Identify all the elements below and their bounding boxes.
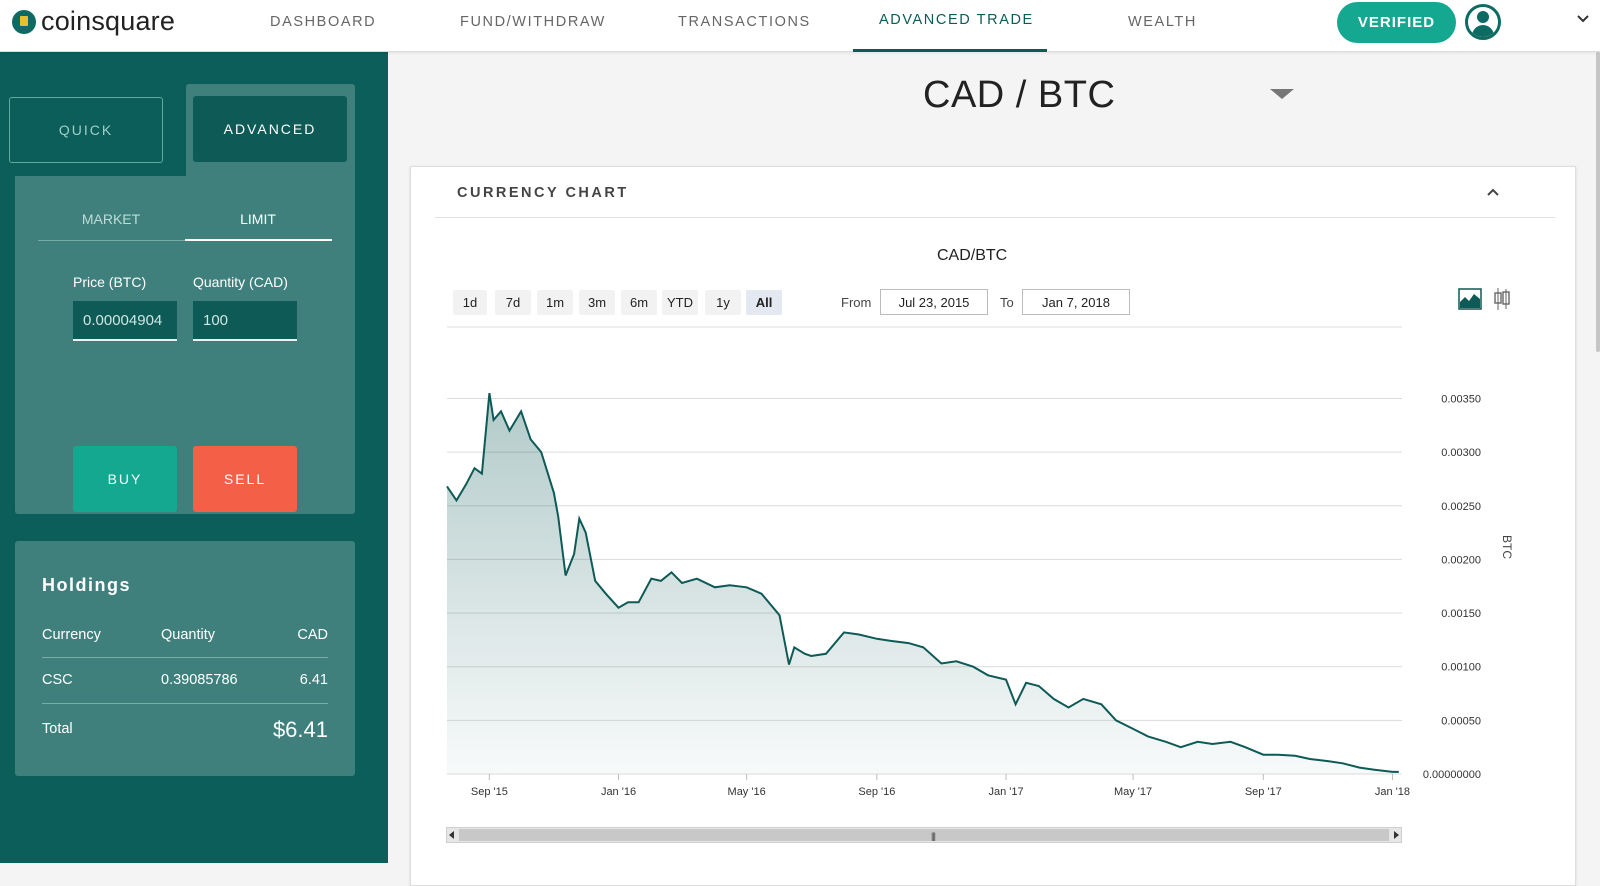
area-chart-icon[interactable] [1458,287,1482,311]
chevron-up-icon[interactable] [1485,184,1501,200]
y-axis-label: BTC [1500,535,1514,559]
holdings-row-quantity: 0.39085786 [161,672,238,688]
price-area-chart: 0.00000000 0.00050 0.00100 0.00150 0.00200 0.… [446,326,1514,798]
page-scrollbar[interactable] [1596,52,1600,352]
x-tick-label: Sep '15 [471,786,508,798]
currency-pair-title[interactable]: CAD / BTC [923,74,1116,116]
holdings-title: Holdings [42,575,131,595]
verified-button[interactable]: VERIFIED [1337,2,1456,43]
x-tick-label: Jan '18 [1375,786,1410,798]
order-form: MARKET LIMIT Price (BTC) Quantity (CAD) … [15,176,355,514]
nav-link-dashboard[interactable]: DASHBOARD [270,14,377,30]
nav-link-transactions[interactable]: TRANSACTIONS [678,14,811,30]
y-tick-label: 0.00300 [1441,447,1481,459]
card-divider [435,217,1555,218]
trade-sidebar: QUICK ADVANCED MARKET LIMIT Price (BTC) … [0,52,388,863]
pair-dropdown-icon[interactable] [1270,89,1294,99]
holdings-divider [42,703,328,704]
scrollbar-thumb[interactable]: ||| [459,829,1389,841]
y-tick-label: 0.00100 [1441,662,1481,674]
holdings-header-currency: Currency [42,627,101,643]
main-content: CAD / BTC CURRENCY CHART CAD/BTC 1d 7d 1… [388,52,1600,886]
buy-button[interactable]: BUY [73,446,177,512]
quantity-input[interactable]: 100 [193,301,297,341]
chart-title: CAD/BTC [937,247,1008,264]
price-label: Price (BTC) [73,274,147,290]
sell-button[interactable]: SELL [193,446,297,512]
holdings-row-cad: 6.41 [299,672,328,688]
top-navigation: coinsquare DASHBOARD FUND/WITHDRAW TRANS… [0,0,1600,52]
holdings-total-value: $6.41 [272,717,328,742]
price-input[interactable]: 0.00004904 [73,301,177,341]
tab-market[interactable]: MARKET [81,211,141,227]
active-tab-indicator [853,49,1047,52]
currency-chart-card: CURRENCY CHART CAD/BTC 1d 7d 1m 3m 6m YT… [410,166,1576,886]
x-tick-label: Sep '17 [1245,786,1282,798]
user-avatar-icon[interactable] [1465,4,1501,40]
holdings-row-currency: CSC [42,672,73,688]
price-area-fill [447,393,1399,774]
to-label: To [1000,295,1014,310]
advanced-mode-button[interactable]: ADVANCED [193,96,347,162]
range-button-1d[interactable]: 1d [453,290,487,315]
holdings-panel: Holdings Currency Quantity CAD CSC 0.390… [15,541,355,776]
quantity-label: Quantity (CAD) [193,274,288,290]
to-date-input[interactable]: Jan 7, 2018 [1022,289,1130,315]
nav-link-fund-withdraw[interactable]: FUND/WITHDRAW [460,14,606,30]
from-date-input[interactable]: Jul 23, 2015 [880,289,988,315]
range-button-1m[interactable]: 1m [537,290,573,315]
order-tab-active-indicator [185,239,332,241]
x-tick-label: Jan '17 [988,786,1023,798]
x-tick-label: May '16 [728,786,766,798]
coinsquare-logo[interactable]: coinsquare [12,6,175,37]
nav-link-advanced-trade[interactable]: ADVANCED TRADE [879,12,1034,28]
grip-icon: ||| [931,831,936,841]
price-line [446,392,1399,773]
range-button-1y[interactable]: 1y [705,290,741,315]
scroll-left-icon[interactable] [449,831,454,839]
candlestick-icon[interactable] [1493,287,1511,311]
chevron-down-icon[interactable] [1576,12,1590,26]
y-tick-label: 0.00150 [1441,608,1481,620]
logo-text: coinsquare [41,6,176,36]
range-button-all[interactable]: All [746,290,782,315]
x-tick-label: Jan '16 [601,786,636,798]
x-tick-label: Sep '16 [858,786,895,798]
logo-icon [12,9,36,34]
holdings-total-label: Total [42,721,73,737]
y-tick-label: 0.00000000 [1423,769,1481,781]
x-tick-label: May '17 [1114,786,1152,798]
range-button-7d[interactable]: 7d [495,290,531,315]
y-tick-label: 0.00050 [1441,715,1481,727]
from-label: From [841,295,872,310]
range-button-ytd[interactable]: YTD [662,290,698,315]
quick-mode-button[interactable]: QUICK [9,97,163,163]
holdings-divider [42,657,328,658]
holdings-header-cad: CAD [297,627,328,643]
scroll-right-icon[interactable] [1394,831,1399,839]
y-tick-label: 0.00200 [1441,554,1481,566]
y-tick-label: 0.00250 [1441,501,1481,513]
chart-navigator-scrollbar[interactable]: ||| [446,827,1402,843]
y-tick-label: 0.00350 [1441,393,1481,405]
range-button-3m[interactable]: 3m [579,290,615,315]
card-title: CURRENCY CHART [457,185,629,201]
nav-link-wealth[interactable]: WEALTH [1128,14,1197,30]
holdings-header-quantity: Quantity [161,627,215,643]
range-button-6m[interactable]: 6m [621,290,657,315]
tab-limit[interactable]: LIMIT [240,211,276,227]
